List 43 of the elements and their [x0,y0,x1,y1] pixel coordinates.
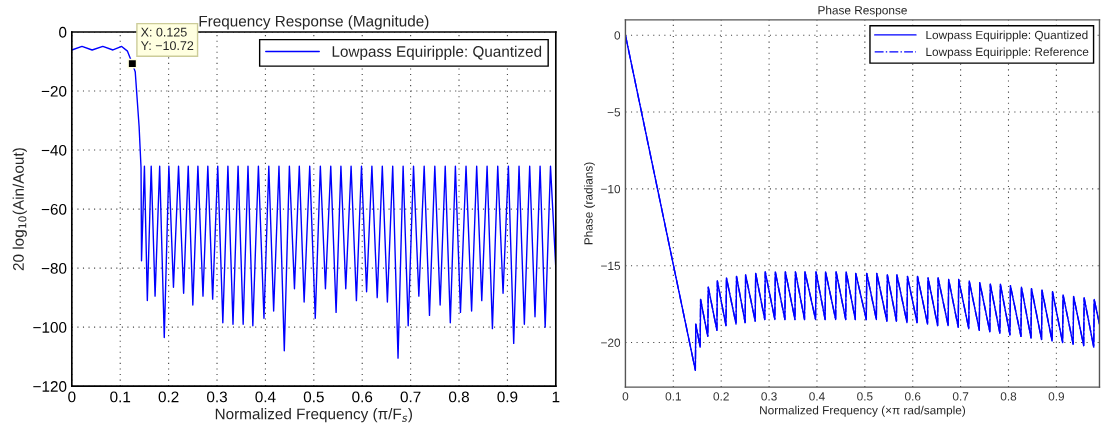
x-tick-label: 0.3 [761,392,777,401]
x-tick-label: 0 [68,391,76,403]
y-axis-title: Phase (radians) [583,162,595,245]
y-tick-label: −5 [607,108,621,117]
x-tick-label: 0.5 [303,391,324,403]
x-tick-label: 0.4 [255,391,276,403]
y-tick-label: −80 [41,263,67,274]
y-axis-title: 20 log$_{10}$(Ain/Aout) [12,148,27,271]
x-tick-label: 0.3 [207,391,227,403]
x-tick-label: 0.9 [1048,392,1065,401]
x-tick-label: 0.7 [400,391,421,403]
x-tick-label: 0.9 [497,391,518,403]
legend-label: Lowpass Equiripple: Quantized [926,30,1088,42]
x-tick-label: 0.1 [665,392,681,401]
chart-title: Frequency Response (Magnitude) [199,15,429,30]
y-tick-label: −10 [601,184,621,194]
x-axis-title: Normalized Frequency (π/F$_{s}$) [215,408,412,423]
x-tick-label: 1 [552,391,560,403]
y-tick-label: −100 [33,322,67,333]
y-tick-label: −120 [33,381,67,392]
y-tick-label: −20 [601,338,621,347]
x-tick-label: 0.4 [809,392,825,401]
y-tick-label: 0 [59,26,67,38]
y-tick-label: −40 [41,144,67,156]
x-tick-label: 0.5 [857,392,873,401]
chart-title: Phase Response [818,5,907,17]
x-tick-label: 0.6 [904,392,921,401]
annotation: X: 0.125 Y: −10.72 [140,27,194,51]
legend-label: Lowpass Equiripple: Reference [926,47,1089,59]
x-tick-label: 0 [622,392,629,401]
x-tick-label: 0.7 [952,392,969,401]
y-tick-label: −15 [601,261,621,271]
y-tick-label: 0 [614,31,621,40]
x-tick-label: 0.2 [158,391,179,403]
y-tick-label: −60 [41,203,67,215]
x-tick-label: 0.6 [352,391,373,403]
x-tick-label: 0.2 [713,392,729,401]
legend-label: Lowpass Equiripple: Quantized [332,45,542,60]
y-tick-label: −20 [41,85,67,97]
x-tick-label: 0.8 [449,391,469,403]
x-axis-title: Normalized Frequency (×π rad/sample) [760,405,966,417]
x-tick-label: 0.1 [110,391,131,403]
x-tick-label: 0.8 [1000,392,1017,401]
